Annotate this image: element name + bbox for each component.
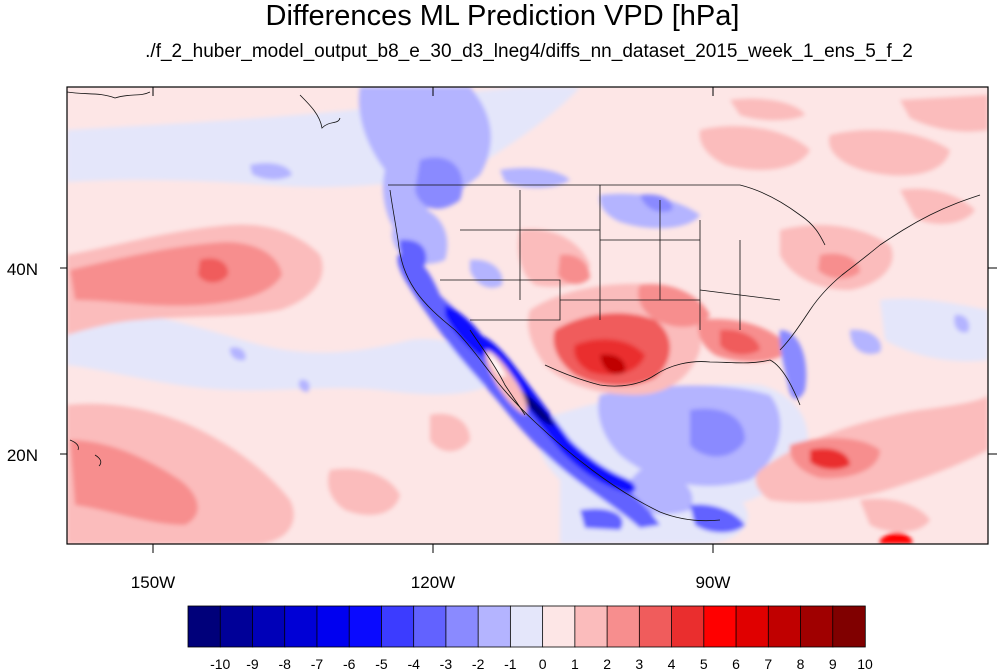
colorbar-label: 8 — [797, 656, 805, 672]
map-title: Differences ML Prediction VPD [hPa] — [265, 0, 740, 32]
colorbar-swatch — [800, 605, 834, 648]
colorbar-swatch — [219, 605, 254, 648]
colorbar-label: -10 — [210, 656, 230, 672]
colorbar-label: -6 — [343, 656, 356, 672]
map-subtitle: ./f_2_huber_model_output_b8_e_30_d3_lneg… — [145, 41, 913, 62]
colorbar-swatch — [606, 605, 641, 648]
colorbar-swatch — [574, 605, 608, 648]
colorbar-swatch — [509, 605, 544, 648]
colorbar-label: 6 — [732, 656, 740, 672]
colorbar-swatch — [381, 605, 415, 648]
colorbar-swatch — [348, 605, 383, 648]
colorbar-label: 5 — [700, 656, 708, 672]
colorbar-label: 4 — [668, 656, 676, 672]
lat-tick-label-20n: 20N — [7, 446, 38, 465]
colorbar-label: 10 — [857, 656, 873, 672]
colorbar-label: -3 — [440, 656, 453, 672]
colorbar-label: 2 — [603, 656, 611, 672]
colorbar-swatch — [735, 605, 769, 648]
colorbar-swatch — [284, 605, 318, 648]
lon-tick-label-120w: 120W — [411, 573, 455, 592]
axis-ticks — [60, 87, 997, 553]
colorbar-label: -2 — [472, 656, 485, 672]
colorbar-swatch — [187, 605, 221, 648]
colorbar-swatch — [542, 605, 576, 648]
colorbar-swatch — [445, 605, 479, 648]
colorbar-swatch — [671, 605, 705, 648]
colorbar-label: 7 — [764, 656, 772, 672]
colorbar-swatch — [477, 605, 512, 648]
lat-tick-label-40n: 40N — [7, 260, 38, 279]
colorbar-label: -4 — [407, 656, 420, 672]
colorbar-swatch — [832, 605, 866, 648]
colorbar-swatch — [638, 605, 673, 648]
colorbar-swatch — [316, 605, 350, 648]
colorbar: -10 -9 -8 -7 -6 -5 -4 -3 -2 -1 0 1 2 3 4 5 6 7 8 9 10 — [187, 605, 873, 672]
colorbar-label: -1 — [504, 656, 517, 672]
colorbar-swatch — [767, 605, 802, 648]
lon-tick-label-90w: 90W — [696, 573, 731, 592]
colorbar-label: 3 — [635, 656, 643, 672]
colorbar-label: 1 — [571, 656, 579, 672]
map-frame — [66, 86, 989, 545]
colorbar-label: 9 — [829, 656, 837, 672]
colorbar-label: -5 — [375, 656, 388, 672]
lon-tick-label-150w: 150W — [131, 573, 175, 592]
vpd-field — [67, 87, 988, 544]
colorbar-swatch — [703, 605, 737, 648]
colorbar-swatch — [413, 605, 447, 648]
colorbar-swatch — [252, 605, 286, 648]
colorbar-label: -8 — [278, 656, 291, 672]
colorbar-label: -9 — [246, 656, 259, 672]
coastlines — [67, 91, 981, 522]
colorbar-label: -7 — [311, 656, 324, 672]
colorbar-label: 0 — [539, 656, 547, 672]
